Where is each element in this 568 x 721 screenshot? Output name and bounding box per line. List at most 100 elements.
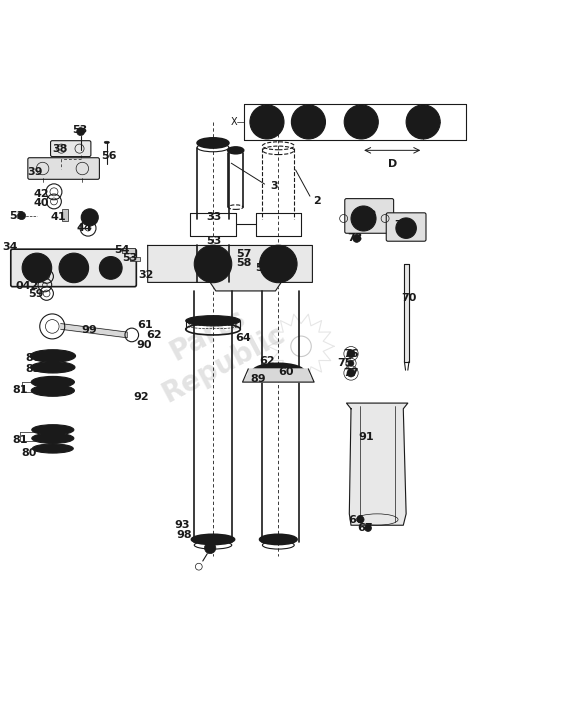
Text: 53: 53 (255, 263, 270, 273)
Text: 34: 34 (2, 242, 18, 252)
Ellipse shape (31, 376, 74, 388)
Text: 98: 98 (177, 531, 193, 541)
Text: 80: 80 (22, 448, 37, 458)
Circle shape (81, 209, 98, 226)
Circle shape (250, 105, 284, 139)
Polygon shape (61, 324, 127, 337)
Text: 77: 77 (343, 368, 359, 378)
Text: 61: 61 (137, 319, 153, 329)
Text: 39: 39 (27, 167, 43, 177)
Ellipse shape (30, 350, 76, 362)
FancyBboxPatch shape (51, 141, 91, 156)
Circle shape (351, 206, 376, 231)
Text: 81: 81 (12, 435, 28, 445)
Text: 41: 41 (50, 213, 66, 222)
Polygon shape (404, 264, 409, 362)
Circle shape (347, 350, 355, 358)
Text: 40: 40 (33, 198, 49, 208)
Polygon shape (346, 403, 408, 525)
Circle shape (22, 253, 52, 283)
Text: 57: 57 (236, 249, 252, 259)
Circle shape (260, 245, 297, 283)
Text: 72: 72 (361, 210, 377, 219)
Ellipse shape (32, 433, 74, 443)
Text: 62: 62 (147, 330, 162, 340)
Ellipse shape (233, 149, 239, 152)
Ellipse shape (260, 534, 297, 544)
Text: 59: 59 (28, 289, 44, 299)
Circle shape (365, 525, 371, 531)
FancyBboxPatch shape (130, 257, 140, 260)
Circle shape (353, 234, 361, 242)
Text: 70: 70 (401, 293, 417, 303)
Text: 86: 86 (25, 353, 41, 363)
Text: 33: 33 (207, 213, 222, 222)
Text: 56: 56 (101, 151, 117, 161)
Text: 53: 53 (206, 236, 221, 246)
Text: 92: 92 (133, 392, 149, 402)
Text: 40: 40 (28, 271, 44, 281)
Circle shape (99, 257, 122, 279)
Text: 93: 93 (174, 521, 190, 530)
Polygon shape (243, 369, 314, 382)
Text: 66: 66 (348, 515, 364, 525)
Text: 38: 38 (52, 144, 68, 154)
Circle shape (71, 265, 77, 271)
Circle shape (194, 245, 232, 283)
Text: 71: 71 (394, 221, 410, 230)
FancyBboxPatch shape (386, 213, 426, 242)
Circle shape (396, 218, 416, 239)
Text: 53: 53 (122, 253, 137, 263)
Text: 81: 81 (12, 385, 28, 395)
Text: 83: 83 (25, 364, 41, 374)
Ellipse shape (31, 362, 75, 373)
FancyBboxPatch shape (28, 158, 99, 180)
Text: 3: 3 (270, 180, 278, 190)
FancyBboxPatch shape (345, 198, 394, 234)
Ellipse shape (252, 363, 304, 381)
Circle shape (347, 369, 355, 377)
Circle shape (59, 253, 89, 283)
Ellipse shape (32, 425, 74, 435)
FancyBboxPatch shape (122, 248, 135, 252)
Text: 75: 75 (337, 358, 353, 368)
Text: 62: 62 (259, 355, 275, 366)
Circle shape (357, 516, 364, 523)
Ellipse shape (32, 444, 73, 453)
Circle shape (406, 105, 440, 139)
Text: D: D (387, 159, 397, 169)
Polygon shape (148, 245, 312, 291)
Circle shape (348, 360, 354, 366)
Text: 44: 44 (76, 224, 92, 233)
Ellipse shape (228, 147, 244, 154)
Circle shape (18, 212, 26, 220)
Text: 2: 2 (313, 196, 321, 206)
Text: 42: 42 (33, 189, 49, 199)
Text: 91: 91 (358, 432, 374, 442)
FancyBboxPatch shape (11, 249, 136, 287)
Text: 53: 53 (10, 211, 24, 221)
Text: 73: 73 (347, 234, 363, 244)
Text: 99: 99 (81, 325, 97, 335)
Circle shape (291, 105, 325, 139)
Text: 53: 53 (72, 125, 87, 136)
Ellipse shape (31, 385, 74, 397)
Ellipse shape (191, 534, 235, 544)
Circle shape (77, 128, 85, 136)
Text: 67: 67 (357, 523, 373, 533)
Text: 90: 90 (136, 340, 152, 350)
Text: 32: 32 (138, 270, 154, 280)
Text: 43: 43 (80, 213, 96, 222)
Text: 64: 64 (235, 333, 251, 342)
FancyBboxPatch shape (62, 209, 68, 221)
Text: 54: 54 (114, 244, 130, 255)
Text: 60: 60 (278, 367, 294, 377)
Circle shape (204, 542, 216, 554)
Text: 042: 042 (16, 280, 39, 291)
Ellipse shape (105, 141, 110, 143)
Text: 89: 89 (250, 373, 266, 384)
Text: 76: 76 (343, 349, 359, 358)
Ellipse shape (197, 138, 229, 148)
Text: 58: 58 (236, 258, 252, 267)
Text: Parts
Republic: Parts Republic (142, 291, 290, 407)
